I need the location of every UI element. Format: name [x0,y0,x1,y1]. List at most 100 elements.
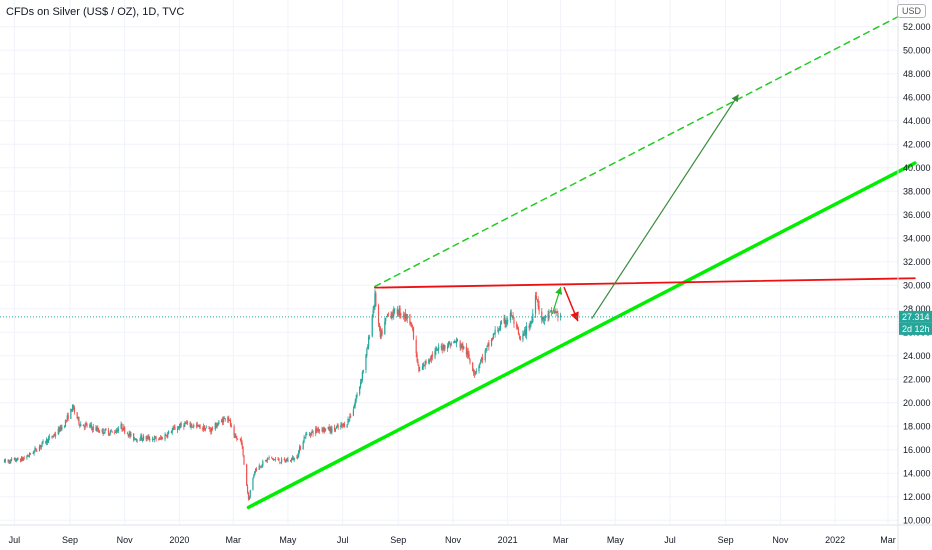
candle-body [285,460,287,462]
candle-body [223,417,225,419]
candle-body [336,425,338,427]
candle-body [465,346,468,355]
candle-body [177,426,180,429]
candle-body [255,468,258,471]
candle-body [409,314,411,324]
candle-body [235,435,237,438]
x-tick-label: Mar [553,535,569,545]
candle-body [155,437,157,440]
candle-body [227,417,229,421]
candle-body [505,323,507,324]
candle-body [430,355,433,360]
candle-body [77,417,79,418]
resistance-line[interactable] [374,277,916,289]
candle-body [95,427,97,431]
candle-body [532,313,534,322]
candle-body [356,393,358,397]
candle-body [303,437,305,443]
candle-body [431,354,433,357]
candle-body [519,336,521,340]
candle-body [449,345,451,346]
trend-drawings[interactable] [246,7,917,510]
candle-body [537,299,539,307]
candle-body [265,460,267,462]
projection-line[interactable] [374,7,916,288]
y-tick-label: 12.000 [903,492,931,502]
candle-body [166,436,168,437]
candle-body [122,428,124,431]
time-axis[interactable]: Jul Sep Nov 2020 Mar May Jul Sep Nov 2021 Mar May Ju… [0,524,932,545]
candle-body [218,421,220,424]
candle-body [523,332,525,334]
y-tick-label: 16.000 [903,445,931,455]
candle-body [467,350,469,356]
candle-body [124,427,126,433]
candle-body [45,441,47,443]
candle-body [323,427,325,432]
candle-body [513,317,515,325]
candle-body [185,423,188,424]
candle-body [114,431,116,433]
candle-body [266,458,268,461]
candle-body [280,462,282,464]
down-arrow[interactable] [563,286,579,322]
candle-body [273,459,276,461]
candle-body [304,437,306,439]
candle-body [281,459,283,463]
candle-body [347,419,349,425]
candle-body [429,359,431,361]
candle-body [141,435,143,440]
y-tick-label: 42.000 [903,139,931,149]
candle-body [557,313,559,318]
candle-body [277,459,279,460]
candle-body [365,354,367,371]
target-arrow[interactable] [591,94,739,319]
candle-body [459,341,461,348]
y-tick-label: 20.000 [903,398,931,408]
candle-body [379,327,381,338]
candle-body [268,457,270,459]
candle-body [89,425,91,427]
candle-body [387,313,389,315]
candles [3,289,562,501]
candle-body [39,445,41,447]
candle-body [378,323,381,328]
symbol-title[interactable]: CFDs on Silver (US$ / OZ), 1D, TVC [6,6,185,18]
candle-body [473,373,476,375]
candle-body [334,428,337,431]
candle-body [174,427,176,430]
candle-body [255,468,257,471]
y-tick-label: 36.000 [903,210,931,220]
candle-body [462,344,464,350]
candle-body [425,361,427,364]
candle-body [192,426,194,428]
price-axis[interactable]: 10.000 12.000 14.000 16.000 18.000 20.000 22.0… [897,0,931,550]
candle-body [437,348,439,351]
candle-body [377,305,380,324]
candle-body [421,365,424,370]
up-arrow-small[interactable] [551,286,563,315]
candle-body [222,418,224,423]
candle-body [211,428,214,430]
candle-body [435,349,437,352]
candle-body [390,313,392,318]
support-trendline[interactable] [246,161,917,510]
candle-body [534,295,537,314]
countdown-value: 2d 12h [902,324,930,334]
candle-body [27,455,29,457]
candle-body [148,436,150,440]
candle-body [184,422,186,427]
candle-body [350,415,352,417]
candle-body [135,438,137,441]
candle-body [396,308,398,315]
currency-badge[interactable]: USD [896,4,926,18]
candle-body [500,321,503,324]
x-tick-label: Jul [337,535,349,545]
candle-body [381,330,383,335]
candle-body [80,424,82,427]
candle-body [367,346,369,350]
candle-body [104,429,106,434]
candle-body [298,450,300,457]
candle-body [33,450,35,454]
